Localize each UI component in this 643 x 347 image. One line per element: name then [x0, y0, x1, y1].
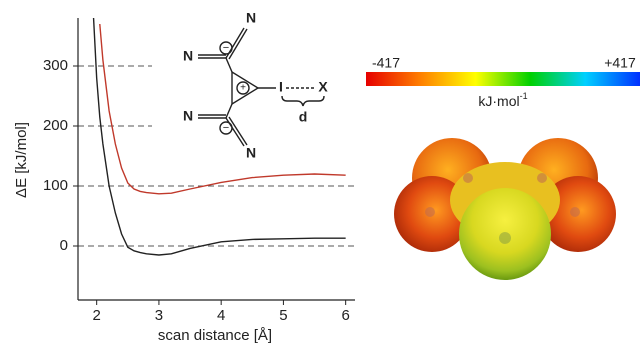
x-tick-label: 5: [279, 307, 287, 324]
charge: +: [240, 83, 246, 94]
atom-label: N: [246, 145, 256, 161]
colorbar-label: +417: [604, 55, 636, 71]
atom-label: I: [279, 79, 283, 95]
unit: kJ·mol: [478, 93, 519, 109]
figure: 0 100 200 300 2 3 4 5 6 ΔE [kJ/mol] scan distanc…: [0, 0, 643, 347]
colorbar-gradient: [366, 72, 640, 86]
unit-sup: -1: [520, 91, 528, 101]
x-tick-label: 2: [93, 307, 101, 324]
x-axis-label: scan distance [Å]: [158, 327, 272, 344]
y-axis-label: ΔE [kJ/mol]: [13, 122, 30, 198]
charge: −: [223, 122, 229, 134]
y-tick-label: 100: [43, 177, 68, 194]
atom-label: N: [183, 48, 193, 64]
atom-label: N: [246, 10, 256, 26]
x-tick-label: 6: [341, 307, 349, 324]
atom-label: X: [318, 79, 328, 95]
y-tick-label: 0: [60, 237, 68, 254]
y-tick-label: 300: [43, 57, 68, 74]
distance-label: d: [299, 109, 308, 125]
charge: −: [223, 42, 229, 54]
x-tick-label: 3: [155, 307, 163, 324]
atom-label: N: [183, 108, 193, 124]
colorbar-unit: kJ·mol-1: [478, 91, 527, 108]
esp-surface: [394, 138, 616, 280]
x-tick-label: 4: [217, 307, 225, 324]
colorbar: kJ·mol-1 -417 +417: [366, 55, 640, 109]
y-tick-label: 200: [43, 117, 68, 134]
colorbar-label: -417: [372, 55, 400, 71]
